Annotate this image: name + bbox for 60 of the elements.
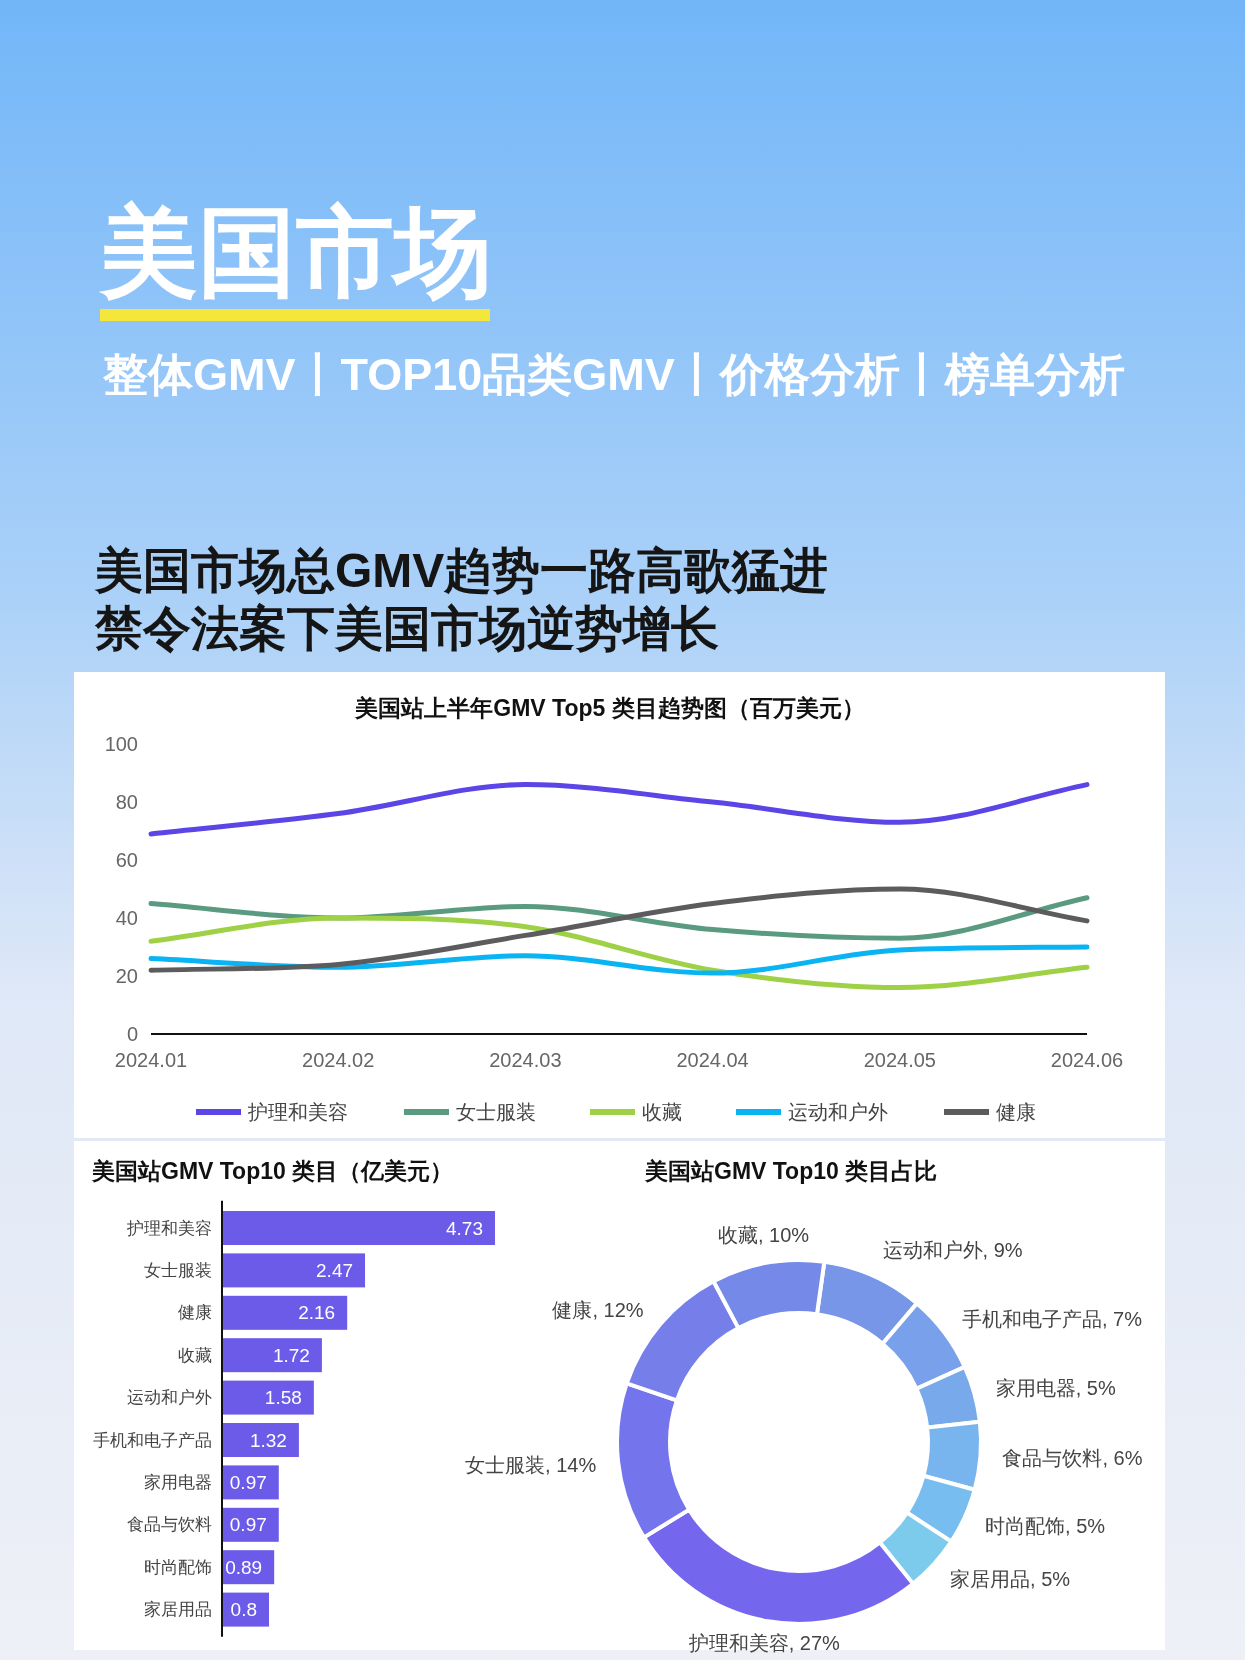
slice-label: 健康, 12% [552, 1298, 644, 1321]
data-label: 1.72 [272, 1344, 310, 1366]
chart-title: 美国站上半年GMV Top5 类目趋势图（百万美元） [354, 695, 865, 721]
y-tick-label: 0 [126, 1023, 138, 1045]
y-tick-label: 护理和美容 [126, 1218, 212, 1238]
data-label: 0.8 [230, 1599, 257, 1621]
bar [223, 1380, 314, 1415]
y-tick-label: 健康 [178, 1303, 212, 1323]
y-tick-label: 运动和户外 [127, 1388, 212, 1408]
x-tick-label: 2024.01 [114, 1049, 188, 1071]
slice-label: 运动和户外, 9% [882, 1238, 1023, 1261]
text: 美国市场总GMV趋势一路高歌猛进 [94, 543, 829, 597]
y-tick-label: 40 [115, 907, 138, 929]
data-label: 0.97 [229, 1514, 267, 1536]
x-tick-label: 2024.06 [1050, 1049, 1124, 1071]
slice-label: 护理和美容, 27% [687, 1632, 841, 1655]
y-tick-label: 收藏 [178, 1345, 212, 1365]
data-label: 0.89 [225, 1556, 263, 1578]
slice-label: 家用电器, 5% [995, 1376, 1116, 1399]
chart-title: 美国站GMV Top10 类目（亿美元） [91, 1158, 454, 1184]
y-tick-label: 女士服装 [144, 1260, 212, 1280]
slice-label: 家居用品, 5% [950, 1568, 1071, 1591]
x-tick-label: 2024.04 [676, 1049, 749, 1071]
data-label: 0.97 [229, 1471, 267, 1493]
y-tick-label: 家居用品 [144, 1600, 212, 1620]
x-tick-label: 2024.02 [302, 1049, 375, 1071]
y-tick-label: 食品与饮料 [127, 1515, 212, 1535]
bar [223, 1253, 366, 1288]
data-label: 4.73 [445, 1217, 483, 1239]
bar [223, 1211, 495, 1245]
legend-label: 健康 [996, 1101, 1036, 1123]
slice-label: 时尚配饰, 5% [985, 1514, 1106, 1537]
y-tick-label: 80 [115, 791, 138, 813]
y-tick-label: 20 [115, 965, 138, 987]
x-tick-label: 2024.05 [863, 1049, 936, 1071]
y-tick-label: 时尚配饰 [144, 1557, 212, 1577]
slice-label: 收藏, 10% [718, 1224, 810, 1247]
bar [223, 1423, 299, 1457]
text: 整体GMV丨TOP10品类GMV丨价格分析丨榜单分析 [102, 348, 1125, 400]
y-tick-label: 100 [104, 733, 138, 755]
y-tick-label: 60 [115, 849, 138, 871]
bar [223, 1295, 348, 1330]
data-label: 1.32 [249, 1429, 287, 1451]
legend-label: 护理和美容 [247, 1101, 348, 1123]
text: 禁令法案下美国市场逆势增长 [94, 601, 719, 655]
legend-label: 运动和户外 [788, 1101, 888, 1123]
x-tick-label: 2024.03 [489, 1049, 562, 1071]
legend-label: 女士服装 [456, 1101, 536, 1123]
y-tick-label: 手机和电子产品 [93, 1430, 212, 1450]
data-label: 2.47 [316, 1259, 354, 1281]
y-tick-label: 家用电器 [144, 1472, 212, 1492]
text: 美国市场 [98, 197, 492, 307]
data-label: 1.58 [264, 1387, 302, 1409]
bar [223, 1338, 322, 1373]
legend-label: 收藏 [642, 1101, 682, 1123]
chart-title: 美国站GMV Top10 类目占比 [644, 1158, 938, 1184]
slice-label: 手机和电子产品, 7% [961, 1308, 1143, 1331]
slice-label: 女士服装, 14% [465, 1453, 597, 1476]
slice-label: 食品与饮料, 6% [1002, 1446, 1143, 1469]
data-label: 2.16 [298, 1302, 336, 1324]
